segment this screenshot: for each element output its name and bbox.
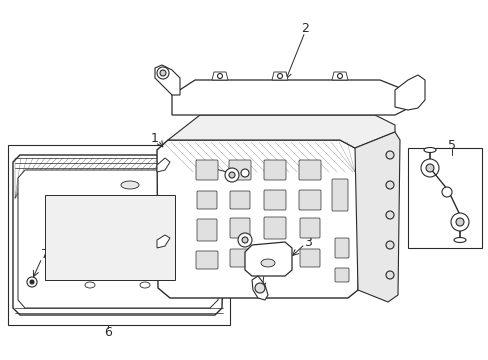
- FancyBboxPatch shape: [229, 249, 249, 267]
- Polygon shape: [168, 115, 394, 148]
- Polygon shape: [157, 158, 170, 172]
- Polygon shape: [155, 65, 180, 95]
- Circle shape: [420, 159, 438, 177]
- Polygon shape: [244, 242, 291, 276]
- FancyBboxPatch shape: [299, 249, 319, 267]
- Circle shape: [450, 213, 468, 231]
- FancyBboxPatch shape: [331, 179, 347, 211]
- Ellipse shape: [140, 282, 150, 288]
- Ellipse shape: [85, 282, 95, 288]
- Text: 7: 7: [41, 248, 49, 261]
- Polygon shape: [157, 140, 359, 298]
- Polygon shape: [271, 72, 287, 80]
- Circle shape: [217, 73, 222, 78]
- FancyBboxPatch shape: [298, 190, 320, 210]
- FancyBboxPatch shape: [264, 249, 285, 267]
- FancyBboxPatch shape: [334, 238, 348, 258]
- FancyBboxPatch shape: [299, 218, 319, 238]
- Polygon shape: [394, 75, 424, 110]
- Text: 3: 3: [304, 235, 311, 248]
- FancyBboxPatch shape: [264, 190, 285, 210]
- FancyBboxPatch shape: [264, 217, 285, 239]
- Circle shape: [277, 73, 282, 78]
- Text: 2: 2: [301, 22, 308, 35]
- Polygon shape: [354, 132, 399, 302]
- Polygon shape: [331, 72, 347, 80]
- Polygon shape: [251, 276, 267, 300]
- Circle shape: [455, 218, 463, 226]
- Polygon shape: [13, 155, 224, 315]
- Circle shape: [337, 73, 342, 78]
- FancyBboxPatch shape: [229, 191, 249, 209]
- Circle shape: [224, 168, 239, 182]
- Ellipse shape: [453, 238, 465, 243]
- Circle shape: [254, 283, 264, 293]
- Circle shape: [242, 237, 247, 243]
- FancyBboxPatch shape: [298, 160, 320, 180]
- Polygon shape: [45, 195, 175, 280]
- Circle shape: [160, 70, 165, 76]
- Circle shape: [157, 67, 169, 79]
- Polygon shape: [172, 80, 407, 115]
- FancyBboxPatch shape: [228, 160, 250, 180]
- Polygon shape: [8, 145, 229, 325]
- Text: 1: 1: [151, 131, 159, 144]
- Circle shape: [27, 277, 37, 287]
- Circle shape: [441, 187, 451, 197]
- Ellipse shape: [261, 259, 274, 267]
- Circle shape: [385, 271, 393, 279]
- FancyBboxPatch shape: [196, 160, 218, 180]
- Circle shape: [385, 211, 393, 219]
- FancyBboxPatch shape: [197, 219, 217, 241]
- Text: 5: 5: [447, 139, 455, 152]
- Text: 6: 6: [104, 325, 112, 338]
- FancyBboxPatch shape: [229, 218, 249, 238]
- Polygon shape: [157, 235, 170, 248]
- FancyBboxPatch shape: [264, 160, 285, 180]
- Circle shape: [385, 151, 393, 159]
- Text: 4: 4: [261, 266, 268, 279]
- Text: 8: 8: [203, 158, 212, 171]
- Polygon shape: [212, 72, 227, 80]
- Circle shape: [30, 280, 34, 284]
- Ellipse shape: [423, 148, 435, 153]
- Circle shape: [385, 181, 393, 189]
- Circle shape: [385, 241, 393, 249]
- Circle shape: [228, 172, 235, 178]
- Circle shape: [425, 164, 433, 172]
- FancyBboxPatch shape: [197, 191, 217, 209]
- Circle shape: [241, 169, 248, 177]
- Circle shape: [238, 233, 251, 247]
- FancyBboxPatch shape: [334, 268, 348, 282]
- Ellipse shape: [121, 181, 139, 189]
- Polygon shape: [18, 170, 218, 308]
- Polygon shape: [407, 148, 481, 248]
- FancyBboxPatch shape: [196, 251, 218, 269]
